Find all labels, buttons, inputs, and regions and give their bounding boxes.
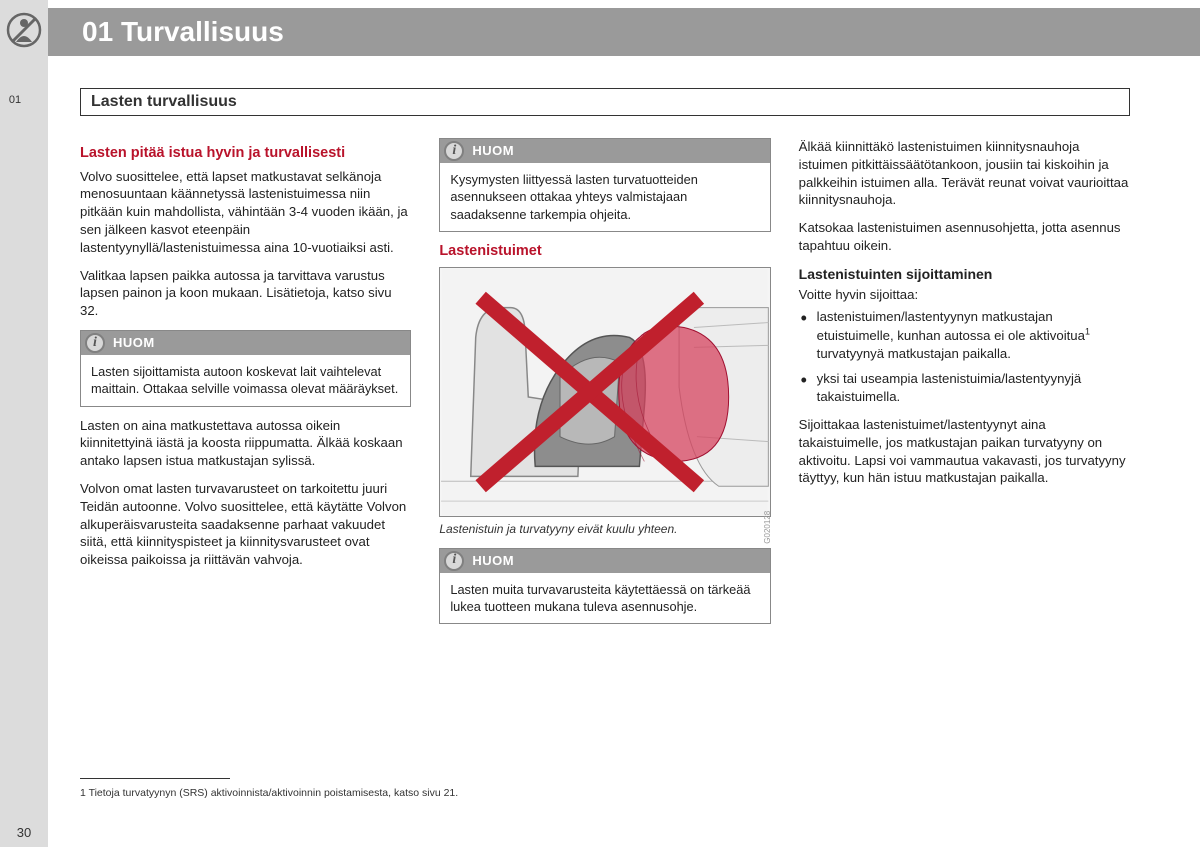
- note-header: i HUOM: [81, 331, 410, 355]
- paragraph: Volvo suosittelee, että lapset matkustav…: [80, 168, 411, 257]
- figure-caption: Lastenistuin ja turvatyyny eivät kuulu y…: [439, 521, 770, 537]
- paragraph: Voitte hyvin sijoittaa:: [799, 286, 1130, 304]
- note-body: Lasten sijoittamista autoon koskevat lai…: [81, 355, 410, 406]
- figure-childseat-airbag: G020128: [439, 267, 770, 517]
- page-number: 30: [0, 817, 48, 847]
- heading-red: Lasten pitää istua hyvin ja turvallisest…: [80, 144, 411, 164]
- left-margin: [0, 0, 48, 847]
- list-item-text: lastenistuimen/lastentyynyn matkustajan …: [817, 309, 1090, 361]
- paragraph: Sijoittakaa lastenistuimet/lastentyynyt …: [799, 416, 1130, 487]
- bullet-list: lastenistuimen/lastentyynyn matkustajan …: [799, 308, 1130, 406]
- list-item: lastenistuimen/lastentyynyn matkustajan …: [799, 308, 1130, 363]
- paragraph: Lasten on aina matkustettava autossa oik…: [80, 417, 411, 470]
- chapter-title: 01 Turvallisuus: [82, 16, 284, 48]
- section-title: Lasten turvallisuus: [80, 88, 1130, 116]
- note-label: HUOM: [472, 552, 514, 570]
- column-1: Lasten pitää istua hyvin ja turvallisest…: [80, 138, 411, 634]
- footnote: 1 Tietoja turvatyynyn (SRS) aktivoinnist…: [80, 787, 458, 799]
- paragraph: Katsokaa lastenistuimen asennusohjetta, …: [799, 219, 1130, 255]
- note-label: HUOM: [472, 142, 514, 160]
- paragraph: Volvon omat lasten turvavarusteet on tar…: [80, 480, 411, 569]
- chapter-title-text: Turvallisuus: [121, 16, 284, 47]
- column-3: Älkää kiinnittäkö lastenistuimen kiinnit…: [799, 138, 1130, 634]
- note-box: i HUOM Kysymysten liittyessä lasten turv…: [439, 138, 770, 232]
- info-icon: i: [444, 551, 464, 571]
- paragraph: Valitkaa lapsen paikka autossa ja tarvit…: [80, 267, 411, 320]
- image-code: G020128: [763, 510, 774, 543]
- info-icon: i: [444, 141, 464, 161]
- heading-red: Lastenistuimet: [439, 242, 770, 262]
- heading-black: Lastenistuinten sijoittaminen: [799, 265, 1130, 284]
- section-tab: 01: [0, 88, 30, 112]
- paragraph: Älkää kiinnittäkö lastenistuimen kiinnit…: [799, 138, 1130, 209]
- column-2: i HUOM Kysymysten liittyessä lasten turv…: [439, 138, 770, 634]
- content-columns: Lasten pitää istua hyvin ja turvallisest…: [80, 138, 1130, 634]
- list-item-text: yksi tai useampia lastenistuimia/lastent…: [817, 371, 1082, 404]
- note-body: Lasten muita turvavarusteita käytettäess…: [440, 573, 769, 624]
- note-header: i HUOM: [440, 139, 769, 163]
- chapter-number: 01: [82, 16, 113, 47]
- header-icon-cell: [0, 8, 48, 56]
- list-item: yksi tai useampia lastenistuimia/lastent…: [799, 370, 1130, 406]
- note-header: i HUOM: [440, 549, 769, 573]
- note-box: i HUOM Lasten muita turvavarusteita käyt…: [439, 548, 770, 625]
- chapter-header: 01 Turvallisuus: [48, 8, 1200, 56]
- footnote-rule: [80, 778, 230, 779]
- seatbelt-off-icon: [6, 12, 42, 53]
- info-icon: i: [85, 333, 105, 353]
- note-label: HUOM: [113, 334, 155, 352]
- note-box: i HUOM Lasten sijoittamista autoon koske…: [80, 330, 411, 407]
- note-body: Kysymysten liittyessä lasten turvatuotte…: [440, 163, 769, 231]
